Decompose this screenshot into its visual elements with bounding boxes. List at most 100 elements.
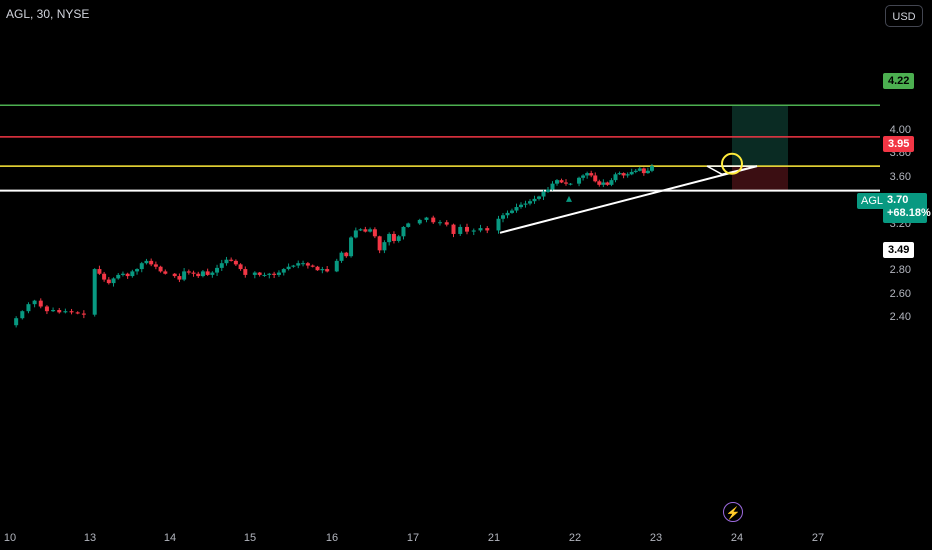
candle-body bbox=[286, 266, 291, 270]
candle-body bbox=[81, 313, 86, 315]
candle-body bbox=[20, 311, 25, 319]
time-axis-tick: 17 bbox=[406, 532, 420, 544]
signal-arrow-icon bbox=[566, 195, 572, 202]
candle-body bbox=[281, 269, 286, 273]
candle-body bbox=[537, 196, 541, 199]
candle-body bbox=[75, 312, 80, 314]
candle-body bbox=[44, 306, 49, 312]
candle-body bbox=[424, 217, 429, 220]
candle-body bbox=[32, 300, 37, 305]
candle-body bbox=[471, 230, 476, 232]
candle-body bbox=[649, 166, 654, 171]
profit-zone bbox=[732, 105, 788, 167]
candle-body bbox=[458, 226, 463, 234]
candle-body bbox=[532, 198, 537, 202]
candle-body bbox=[637, 168, 642, 171]
candle-body bbox=[645, 170, 650, 174]
candle-body bbox=[63, 311, 68, 313]
candle-body bbox=[51, 310, 56, 312]
candle-body bbox=[92, 269, 97, 315]
time-axis-tick: 13 bbox=[83, 532, 97, 544]
time-axis-tick: 10 bbox=[3, 532, 17, 544]
candle-body bbox=[496, 218, 501, 231]
candle-body bbox=[325, 269, 330, 272]
candle-body bbox=[210, 272, 215, 275]
candle-body bbox=[267, 273, 272, 275]
candle-body bbox=[505, 212, 510, 216]
candle-body bbox=[501, 215, 505, 219]
support-price-tag: 3.49 bbox=[883, 242, 915, 258]
candle-body bbox=[444, 222, 449, 225]
candle-body bbox=[243, 269, 248, 275]
price-axis-tick: 2.40 bbox=[889, 311, 911, 324]
candle-body bbox=[252, 272, 257, 275]
candle-body bbox=[546, 189, 550, 192]
candle-body bbox=[617, 173, 622, 175]
candle-body bbox=[353, 230, 358, 238]
candle-body bbox=[111, 278, 116, 284]
candle-body bbox=[177, 276, 182, 280]
candle-body bbox=[581, 175, 586, 178]
symbol-price-tag: AGL bbox=[857, 193, 888, 209]
candle-body bbox=[406, 223, 411, 227]
trend-line[interactable] bbox=[499, 165, 758, 234]
candle-body bbox=[320, 269, 325, 271]
candle-body bbox=[102, 273, 107, 280]
candle-body bbox=[438, 222, 442, 224]
candle-body bbox=[605, 182, 610, 185]
candle-body bbox=[149, 260, 154, 265]
currency-button[interactable]: USD bbox=[885, 5, 923, 27]
price-axis-tick: 3.60 bbox=[889, 170, 911, 183]
candle-body bbox=[577, 177, 582, 184]
candle-body bbox=[301, 263, 306, 265]
candle-body bbox=[541, 191, 546, 197]
candle-body bbox=[523, 203, 528, 205]
candle-body bbox=[233, 260, 238, 265]
time-axis-tick: 27 bbox=[811, 532, 825, 544]
stop-price-tag: 3.95 bbox=[883, 136, 915, 152]
candle-body bbox=[363, 229, 368, 232]
target-price-tag: 4.22 bbox=[883, 73, 915, 89]
candle-body bbox=[465, 226, 469, 232]
candle-body bbox=[625, 174, 630, 176]
candle-body bbox=[229, 259, 234, 261]
candle-body bbox=[310, 265, 315, 267]
price-axis-tick: 2.60 bbox=[889, 287, 911, 300]
candle-body bbox=[401, 226, 406, 237]
lightning-bolt-icon[interactable]: ⚡ bbox=[723, 502, 743, 522]
time-axis-tick: 21 bbox=[487, 532, 501, 544]
candle-body bbox=[451, 224, 456, 234]
candle-body bbox=[528, 201, 532, 204]
candle-body bbox=[224, 259, 229, 264]
candle-body bbox=[272, 273, 277, 275]
candle-body bbox=[296, 263, 301, 266]
candle-body bbox=[382, 242, 387, 251]
time-axis-tick: 16 bbox=[325, 532, 339, 544]
candle-body bbox=[186, 271, 191, 273]
candle-body bbox=[550, 183, 555, 190]
candle-body bbox=[315, 266, 320, 271]
candle-body bbox=[633, 170, 638, 172]
candle-body bbox=[158, 266, 163, 272]
candle-body bbox=[555, 180, 559, 184]
candle-body bbox=[144, 260, 149, 264]
candle-body bbox=[182, 271, 187, 280]
candle-body bbox=[38, 300, 43, 307]
candle-body bbox=[276, 272, 281, 275]
entry-circle-marker[interactable] bbox=[721, 152, 743, 175]
candle-body bbox=[417, 219, 422, 224]
candle-body bbox=[291, 265, 296, 267]
candle-body bbox=[478, 228, 483, 231]
time-axis-tick: 24 bbox=[730, 532, 744, 544]
candle-body bbox=[510, 210, 514, 213]
candle-body bbox=[97, 269, 102, 274]
candle-body bbox=[519, 204, 523, 208]
candle-body bbox=[196, 273, 201, 277]
candle-body bbox=[344, 252, 349, 257]
candle-body bbox=[106, 279, 111, 284]
symbol-title: AGL, 30, NYSE bbox=[6, 7, 90, 21]
candle-body bbox=[153, 264, 158, 267]
candle-body bbox=[358, 229, 363, 231]
